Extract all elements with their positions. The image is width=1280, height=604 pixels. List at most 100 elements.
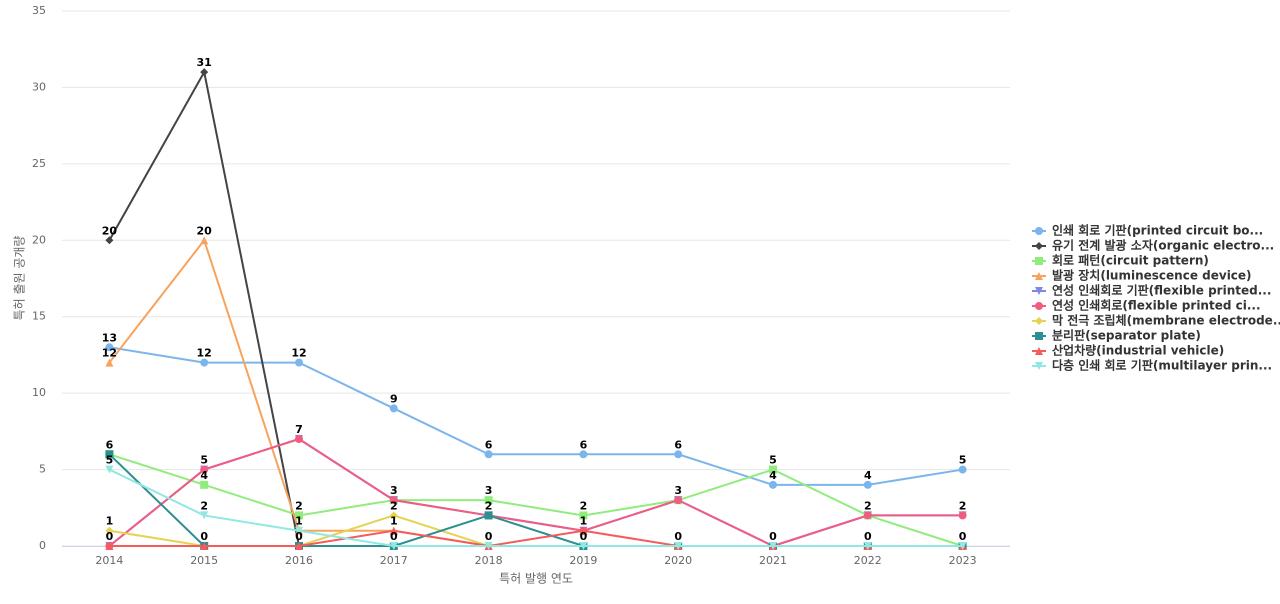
legend-item[interactable]: 막 전극 조립체(membrane electrode... — [1032, 313, 1280, 328]
data-label: 6 — [106, 438, 114, 451]
legend-item[interactable]: 산업차량(industrial vehicle) — [1032, 343, 1224, 358]
x-tick-label: 2020 — [664, 554, 692, 567]
y-tick-label: 5 — [39, 463, 46, 476]
point — [958, 511, 967, 520]
legend-marker — [1035, 242, 1043, 250]
legend-text: 연성 인쇄회로 기판(flexible printed... — [1052, 283, 1271, 298]
data-label: 7 — [295, 423, 303, 436]
data-label: 0 — [485, 530, 493, 543]
point — [579, 450, 588, 459]
data-label: 6 — [485, 438, 493, 451]
legend-item[interactable]: 회로 패턴(circuit pattern) — [1032, 253, 1209, 268]
legend-item[interactable]: 발광 장치(luminescence device) — [1032, 268, 1252, 283]
series-line — [109, 346, 963, 486]
point — [105, 358, 114, 367]
legend-text: 인쇄 회로 기판(printed circuit bo... — [1052, 223, 1263, 238]
data-label: 2 — [485, 499, 493, 512]
legend-text: 발광 장치(luminescence device) — [1052, 268, 1252, 283]
point — [674, 542, 683, 550]
legend-item[interactable]: 다층 인쇄 회로 기판(multilayer prin... — [1032, 358, 1272, 373]
data-label: 6 — [580, 438, 588, 451]
legend-marker — [1035, 317, 1043, 325]
point — [674, 450, 683, 459]
data-label: 3 — [390, 484, 398, 497]
legend-item[interactable]: 연성 인쇄회로 기판(flexible printed... — [1032, 283, 1271, 298]
series-line — [108, 437, 963, 548]
legend-text: 유기 전계 발광 소자(organic electro... — [1052, 238, 1274, 253]
data-label: 5 — [769, 454, 777, 467]
legend-marker — [1035, 287, 1043, 295]
data-label: 2 — [864, 499, 872, 512]
point — [389, 542, 398, 550]
point — [105, 343, 114, 352]
data-label: 1 — [295, 515, 303, 528]
data-label: 2 — [390, 499, 398, 512]
y-tick-label: 0 — [39, 539, 46, 552]
legend-marker — [1035, 257, 1043, 265]
data-label: 2 — [580, 499, 588, 512]
point — [958, 465, 967, 474]
legend-item[interactable]: 연성 인쇄회로(flexible printed ci... — [1032, 298, 1261, 313]
y-tick-label: 10 — [32, 386, 46, 399]
x-tick-label: 2018 — [475, 554, 503, 567]
point — [579, 511, 588, 520]
data-label: 1 — [390, 515, 398, 528]
point — [105, 236, 114, 245]
point — [769, 480, 777, 489]
data-label: 5 — [106, 454, 114, 467]
point — [200, 358, 209, 367]
data-label: 4 — [864, 469, 872, 482]
legend-item[interactable]: 분리판(separator plate) — [1032, 328, 1201, 343]
data-label: 0 — [959, 530, 967, 543]
series-line — [109, 529, 963, 548]
y-tick-label: 20 — [32, 233, 46, 246]
point — [105, 526, 114, 535]
legend-text: 산업차량(industrial vehicle) — [1052, 343, 1224, 358]
point — [105, 450, 114, 459]
data-label: 0 — [106, 530, 114, 543]
data-label: 20 — [102, 224, 118, 237]
point — [105, 465, 114, 474]
legend-marker — [1035, 332, 1043, 340]
point — [484, 450, 493, 459]
point — [200, 236, 209, 245]
legend-text: 막 전극 조립체(membrane electrode... — [1052, 313, 1280, 328]
data-label: 3 — [674, 484, 682, 497]
data-label: 6 — [674, 438, 682, 451]
point — [389, 526, 398, 535]
point — [769, 542, 777, 550]
data-label: 2 — [200, 499, 208, 512]
point — [484, 511, 493, 520]
data-label: 0 — [295, 530, 303, 543]
point — [579, 542, 588, 550]
data-label: 1 — [580, 515, 588, 528]
data-label: 4 — [769, 469, 777, 482]
point — [295, 358, 303, 367]
point — [484, 542, 493, 550]
data-label: 20 — [197, 224, 213, 237]
legend-item[interactable]: 인쇄 회로 기판(printed circuit bo... — [1032, 223, 1263, 238]
data-label: 2 — [959, 499, 967, 512]
data-label: 0 — [390, 530, 398, 543]
data-label: 2 — [295, 499, 303, 512]
point — [579, 526, 588, 535]
x-tick-label: 2021 — [759, 554, 787, 567]
legend-marker — [1035, 302, 1043, 310]
legend-text: 연성 인쇄회로(flexible printed ci... — [1052, 298, 1261, 313]
legend-text: 회로 패턴(circuit pattern) — [1052, 253, 1209, 268]
point — [295, 542, 303, 550]
point — [105, 542, 114, 550]
data-label: 4 — [200, 469, 208, 482]
point — [295, 435, 303, 443]
data-label: 3 — [485, 484, 493, 497]
y-tick-label: 15 — [32, 310, 46, 323]
legend-item[interactable]: 유기 전계 발광 소자(organic electro... — [1032, 238, 1274, 253]
data-label: 13 — [102, 331, 117, 344]
x-axis-title: 특허 발행 연도 — [499, 571, 573, 586]
data-label: 1 — [106, 515, 114, 528]
point — [200, 542, 209, 550]
legend-marker — [1035, 347, 1043, 355]
x-tick-label: 2015 — [190, 554, 218, 567]
legend-marker — [1035, 272, 1043, 280]
y-tick-label: 30 — [32, 80, 46, 93]
